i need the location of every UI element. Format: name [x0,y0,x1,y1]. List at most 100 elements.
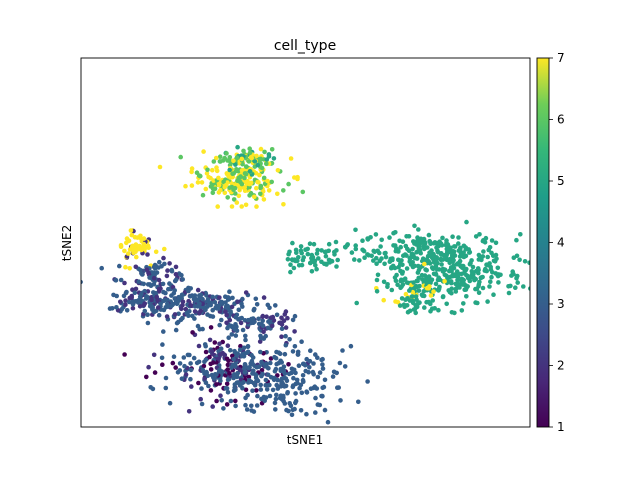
cell-point [242,188,248,193]
cell-point [249,352,254,358]
cell-point [167,261,172,266]
cell-point [146,364,151,370]
cell-point [179,376,185,382]
cell-point [234,200,240,205]
cell-point [197,311,202,316]
cell-point [444,250,450,255]
cell-point [506,290,512,296]
cell-point [402,252,408,257]
cell-point [267,305,272,311]
cell-point [136,279,142,285]
cell-point [412,223,417,229]
cell-point [317,370,323,375]
chart-title: cell_type [274,38,336,54]
cell-point [249,155,254,161]
cell-point [207,337,213,343]
cell-point [464,294,469,299]
cell-point [463,245,469,250]
cell-point [160,342,165,347]
cell-point [517,257,522,263]
colorbar-ticks: 1 2 3 4 5 6 7 [549,51,565,434]
cell-point [188,294,193,299]
cell-point [241,345,247,351]
cell-point [495,265,501,271]
cell-point [231,158,236,163]
cell-point [212,340,218,345]
cell-point [288,403,294,409]
cell-point [171,290,177,296]
cell-point [272,400,278,406]
cell-point [283,325,289,330]
cell-point [267,393,273,399]
cell-point [296,254,301,260]
cell-point [303,247,308,252]
cell-point [189,183,195,188]
cell-point [272,377,277,382]
cell-point [477,254,483,260]
cell-point [230,362,236,368]
cell-point [413,294,419,299]
cell-point [464,266,469,272]
cell-point [163,385,169,391]
cell-point [459,308,465,313]
cell-point [130,287,135,293]
cell-point [215,204,220,209]
cell-point [230,295,235,301]
cell-point [273,396,279,402]
cell-point [172,278,178,284]
cell-point [243,387,249,393]
cell-point [442,278,447,284]
cell-point [210,404,215,409]
cell-point [230,324,235,330]
cell-point [308,348,313,354]
cell-point [244,164,249,170]
cell-point [450,234,455,239]
cell-point [155,305,161,310]
cell-point [155,297,160,303]
cell-point [251,368,256,374]
cell-point [229,332,235,337]
cell-point [360,247,365,253]
cell-point [337,360,343,366]
cell-point [452,244,457,249]
cell-point [250,388,255,394]
cell-point [247,146,252,151]
cell-point [118,299,123,305]
cell-point [416,288,422,293]
cell-point [203,307,208,313]
cell-point [342,364,348,369]
cell-point [410,289,416,295]
cell-point [245,392,250,398]
cell-point [181,355,187,360]
cell-point [176,311,181,317]
cell-point [430,266,436,271]
cell-point [310,369,316,375]
cell-point [151,275,157,281]
cell-point [221,179,226,185]
cell-point [239,156,245,162]
cell-point [452,253,458,258]
cell-point [208,302,213,308]
cell-point [373,232,379,237]
cell-point [307,365,312,370]
cell-point [232,385,237,390]
cell-point [254,403,260,408]
cell-point [389,287,395,293]
cell-point [275,191,280,197]
cell-point [257,339,263,344]
cell-point [243,202,249,208]
cell-point [99,265,104,271]
cell-point [374,261,379,267]
cell-point [421,236,427,242]
cell-point [506,284,511,289]
cell-point [403,243,409,249]
cell-point [219,398,224,403]
cell-point [445,276,450,281]
cell-point [255,179,260,185]
cell-point [401,277,406,283]
cell-point [244,407,250,412]
cell-point [338,398,343,403]
cell-point [173,327,179,333]
cell-point [278,368,284,374]
cell-point [216,182,222,188]
